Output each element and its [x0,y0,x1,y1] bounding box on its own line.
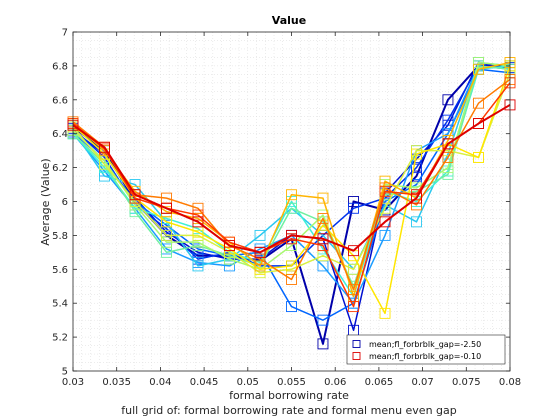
y-tick-label: 6 [62,197,68,208]
data-point-marker [161,202,172,214]
y-axis-ticks: 5 5.2 5.4 5.6 5.8 6 6.2 6.4 6.6 6.8 7 [52,28,510,378]
y-tick-label: 5.8 [52,231,68,242]
legend: mean;fl_forbrblk_gap=-2.50 mean;fl_forbrb… [346,334,506,365]
legend-marker [352,340,361,348]
x-tick-label: 0.04 [149,377,171,388]
x-axis-ticks: 0.03 0.035 0.04 0.045 0.05 0.055 0.06 0.065 0.07… [62,32,521,388]
data-point-marker [317,192,329,204]
data-point-marker [411,162,422,174]
data-point-marker [442,114,454,126]
y-tick-label: 5 [62,367,68,378]
data-point-marker [192,216,204,228]
data-point-marker [317,233,329,245]
data-point-marker [442,151,454,163]
series-line [72,104,511,254]
series-layer [67,57,516,350]
data-point-marker [286,260,297,272]
data-point-marker [442,138,454,150]
y-tick-label: 6.6 [52,95,68,106]
y-tick-label: 6.2 [52,163,68,174]
data-point-marker [348,301,360,313]
legend-entry-label: mean;fl_forbrblk_gap=-0.10 [369,352,481,361]
data-point-marker [411,192,422,204]
series-line [72,78,511,291]
y-tick-label: 5.2 [52,333,68,344]
chart-title: Value [272,14,306,27]
data-point-marker [411,216,422,228]
x-tick-label: 0.07 [411,377,433,388]
data-point-marker [161,229,172,241]
x-tick-label: 0.06 [324,377,346,388]
data-point-marker [317,338,329,350]
data-point-marker [473,151,484,163]
data-point-marker [379,307,391,319]
data-point-marker [348,263,360,275]
series-line [72,65,511,298]
data-point-marker [473,118,484,129]
data-point-marker [286,229,297,241]
data-point-marker [254,253,266,265]
data-point-marker [129,189,141,201]
data-point-marker [286,189,297,201]
series-15 [67,99,516,258]
data-point-marker [348,196,360,207]
series-line [72,65,511,315]
x-tick-label: 0.075 [452,377,481,388]
data-point-marker [286,301,297,313]
data-point-marker [223,240,235,252]
data-point-marker [254,229,266,241]
data-point-marker [442,94,454,106]
data-point-marker [473,63,484,75]
data-point-marker [192,260,204,272]
y-tick-label: 7 [62,28,68,39]
data-point-marker [348,202,360,214]
x-tick-label: 0.03 [62,377,84,388]
legend-marker [352,352,361,360]
series-line [72,65,511,287]
data-point-marker [379,229,391,241]
data-point-marker [99,170,110,182]
y-tick-label: 6.8 [52,61,68,72]
x-axis-label: formal borrowing rate [229,389,349,402]
y-axis-label: Average (Value) [39,158,52,245]
legend-box [346,334,506,365]
x-tick-label: 0.05 [237,377,259,388]
x-tick-label: 0.065 [365,377,394,388]
data-point-marker [473,57,484,68]
data-point-marker [286,202,297,214]
data-point-marker [254,260,266,272]
data-point-marker [317,314,329,326]
data-point-marker [473,97,484,109]
series-line [72,72,511,274]
x-tick-label: 0.08 [499,377,521,388]
data-point-marker [99,141,110,153]
data-point-marker [348,245,360,257]
x-tick-label: 0.045 [190,377,219,388]
figure-caption: full grid of: formal borrowing rate and … [121,404,457,417]
x-tick-label: 0.035 [102,377,131,388]
data-point-marker [317,240,329,252]
data-point-marker [442,168,454,180]
y-tick-label: 6.4 [52,129,68,140]
data-point-marker [317,212,329,224]
data-point-marker [379,216,391,228]
legend-entry-label: mean;fl_forbrblk_gap=-2.50 [369,340,481,349]
y-tick-label: 5.6 [52,265,68,276]
data-point-marker [192,202,204,214]
data-point-marker [254,246,266,258]
data-point-marker [411,148,422,160]
data-point-marker [161,236,172,248]
data-point-marker [379,185,391,197]
y-tick-label: 5.4 [52,299,68,310]
data-point-marker [192,209,204,221]
data-point-marker [286,274,297,285]
x-tick-label: 0.055 [277,377,306,388]
